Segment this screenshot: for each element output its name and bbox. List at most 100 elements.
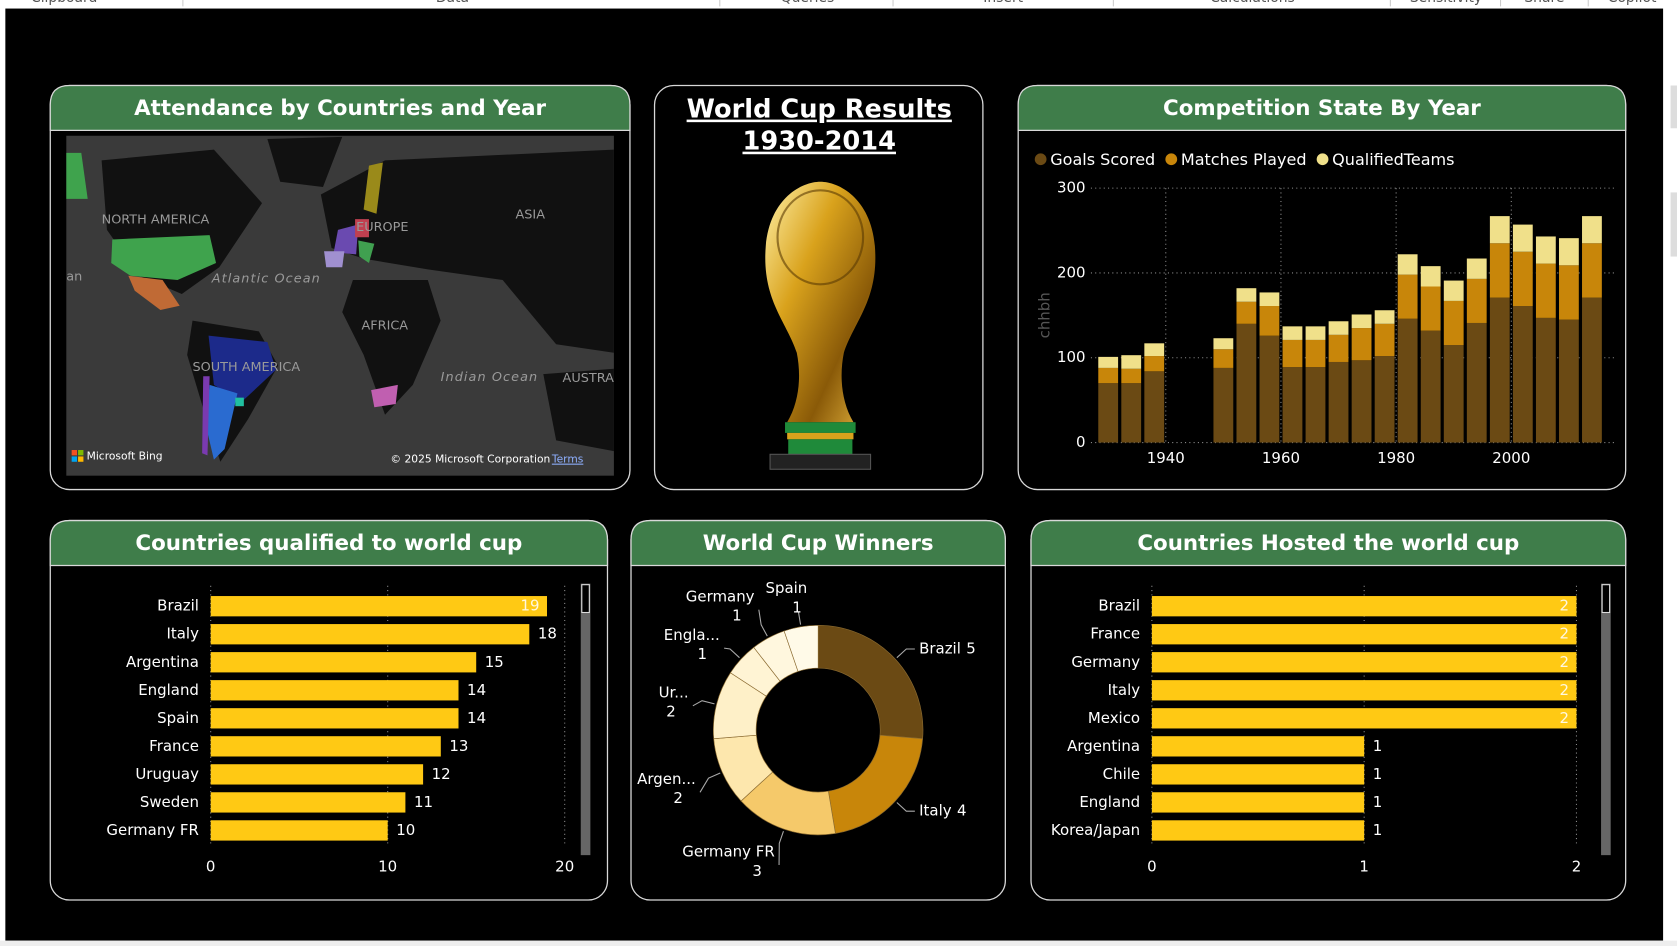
- map-country: [333, 224, 359, 255]
- bar-segment: [1420, 266, 1441, 287]
- leader-line: [896, 648, 915, 659]
- map-country: [111, 235, 217, 281]
- ribbon-label: Calculations: [1210, 0, 1295, 6]
- map-country: [235, 397, 244, 407]
- value-label: 15: [485, 653, 504, 671]
- slice-label: Germany FR: [682, 843, 775, 861]
- bar-segment: [1259, 335, 1280, 443]
- bar: [1151, 708, 1577, 729]
- y-tick-label: Chile: [1103, 765, 1140, 783]
- bar-segment: [1489, 216, 1510, 244]
- bar-segment: [1121, 383, 1142, 443]
- value-label: 2: [1559, 681, 1569, 699]
- map-country: [202, 376, 210, 456]
- map-label: EUROPE: [356, 220, 408, 235]
- slice-value: 3: [752, 862, 762, 880]
- bar: [1151, 652, 1577, 673]
- value-label: 10: [396, 821, 415, 839]
- bar: [210, 792, 406, 813]
- x-tick-label: 1960: [1262, 449, 1300, 467]
- map-terms[interactable]: Terms: [551, 453, 584, 466]
- bar-segment: [1512, 251, 1533, 307]
- slice-label: Germany: [686, 587, 755, 605]
- scrollbar-track[interactable]: [580, 583, 591, 856]
- bar-segment: [1512, 224, 1533, 252]
- bar-segment: [1144, 371, 1165, 443]
- bar-segment: [1098, 367, 1119, 384]
- x-tick-label: 2000: [1492, 449, 1530, 467]
- map-land: [320, 149, 614, 353]
- map-attribution: Microsoft Bing: [87, 449, 163, 462]
- value-label: 1: [1373, 765, 1383, 783]
- y-tick-label: Spain: [157, 709, 199, 727]
- value-label: 2: [1559, 597, 1569, 615]
- value-label: 14: [467, 709, 486, 727]
- bar: [210, 736, 441, 757]
- legend-label: Matches Played: [1181, 150, 1307, 169]
- bar: [1151, 596, 1577, 617]
- bar-segment: [1144, 343, 1165, 357]
- map-land: [267, 136, 343, 188]
- legend-marker: [1034, 153, 1047, 166]
- ribbon-label: Copilot: [1608, 0, 1657, 6]
- bar-segment: [1535, 317, 1556, 443]
- map-label: Indian Ocean: [441, 370, 539, 385]
- bar: [1151, 624, 1577, 645]
- bar-segment: [1489, 297, 1510, 443]
- ribbon-label: Data: [436, 0, 469, 6]
- bar: [1151, 764, 1365, 785]
- ribbon-label: Share: [1524, 0, 1564, 6]
- bar-segment: [1213, 338, 1234, 350]
- leader-line: [724, 647, 740, 659]
- bar: [1151, 792, 1365, 813]
- leader-line: [699, 772, 721, 793]
- map-country: [355, 219, 369, 238]
- scrollbar-thumb[interactable]: [1601, 584, 1611, 614]
- leader-line: [778, 831, 784, 866]
- scrollbar-thumb[interactable]: [581, 584, 590, 614]
- leader-line: [896, 802, 915, 812]
- value-label: 1: [1373, 737, 1383, 755]
- card-title: Countries qualified to world cup: [135, 531, 522, 556]
- bar-segment: [1305, 367, 1326, 443]
- bar: [210, 764, 424, 785]
- slice-value: 5: [966, 639, 976, 657]
- trophy-title: 1930-2014: [742, 127, 896, 157]
- card-header: [1030, 519, 1627, 567]
- trophy-base: [769, 453, 872, 470]
- slice-label: Argen...: [637, 770, 696, 788]
- trophy-title: World Cup Results: [687, 95, 952, 125]
- value-label: 18: [538, 625, 557, 643]
- bar-segment: [1213, 349, 1234, 368]
- ribbon-label: Clipboard: [31, 0, 97, 6]
- scrollbar-track[interactable]: [1601, 583, 1611, 856]
- bar-segment: [1144, 356, 1165, 372]
- bar-segment: [1351, 314, 1372, 329]
- y-tick-label: Uruguay: [135, 765, 199, 783]
- y-tick-label: 0: [1076, 433, 1086, 451]
- value-label: 2: [1559, 709, 1569, 727]
- bing-logo: [78, 450, 84, 456]
- bar-segment: [1259, 306, 1280, 336]
- value-label: 19: [520, 597, 539, 615]
- legend-marker: [1165, 153, 1178, 166]
- y-tick-label: 100: [1057, 348, 1086, 366]
- y-tick-label: France: [149, 737, 199, 755]
- bar: [210, 708, 459, 729]
- bar-segment: [1443, 345, 1464, 443]
- card-title: Competition State By Year: [1163, 96, 1481, 121]
- leader-line: [692, 700, 715, 707]
- bar-segment: [1558, 265, 1579, 320]
- bar-segment: [1259, 292, 1280, 307]
- y-tick-label: Korea/Japan: [1051, 821, 1140, 839]
- map-label: SOUTH AMERICA: [193, 360, 301, 375]
- card-header: [49, 519, 609, 567]
- card-header: [630, 519, 1006, 567]
- value-label: 12: [432, 765, 451, 783]
- bar-segment: [1328, 334, 1349, 362]
- x-tick-label: 1940: [1147, 449, 1185, 467]
- bar-segment: [1328, 361, 1349, 443]
- bar-segment: [1328, 321, 1349, 335]
- value-label: 1: [1373, 821, 1383, 839]
